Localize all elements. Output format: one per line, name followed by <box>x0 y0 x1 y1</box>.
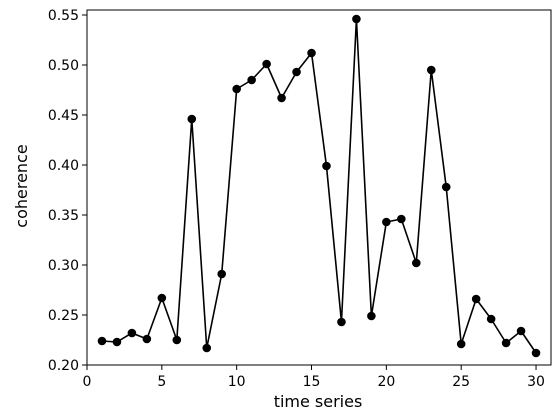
y-axis-label: coherence <box>12 144 31 227</box>
data-point <box>97 336 107 346</box>
data-point <box>426 65 436 75</box>
data-point <box>202 343 212 353</box>
x-tick-label: 25 <box>452 374 470 390</box>
data-point <box>142 334 152 344</box>
data-point <box>172 335 182 345</box>
data-point <box>456 339 466 349</box>
axes: 0 5 10 15 20 25 30 0.20 0.25 0.30 0.35 0.40 0.45 0.50… <box>48 8 552 390</box>
data-point <box>232 84 241 94</box>
data-point <box>441 182 451 192</box>
y-tick-label: 0.25 <box>48 308 79 324</box>
y-tick-label: 0.45 <box>48 108 79 124</box>
data-point <box>367 311 376 321</box>
y-tick-label: 0.30 <box>48 258 79 274</box>
data-point <box>292 67 301 77</box>
y-tick-label: 0.50 <box>48 58 79 74</box>
data-point <box>217 269 227 279</box>
x-tick-label: 0 <box>83 374 92 390</box>
data-point <box>411 258 421 268</box>
data-point <box>352 14 361 24</box>
data-point <box>531 348 541 358</box>
data-point <box>157 293 167 303</box>
x-tick-label: 30 <box>527 374 545 390</box>
y-tick-label: 0.35 <box>48 208 79 224</box>
x-tick-label: 5 <box>157 374 166 390</box>
x-tick-label: 20 <box>377 374 395 390</box>
data-point <box>127 328 137 338</box>
y-tick-label: 0.40 <box>48 158 79 174</box>
data-point <box>112 337 122 347</box>
data-point <box>501 338 511 348</box>
data-point <box>247 75 256 85</box>
y-tick-label: 0.20 <box>48 358 79 374</box>
plot-frame <box>86 9 552 366</box>
data-point <box>486 314 496 324</box>
x-tick-label: 15 <box>303 374 321 390</box>
data-point <box>262 59 271 69</box>
data-point <box>307 48 316 58</box>
plot-area <box>97 14 541 358</box>
series-line <box>101 18 537 354</box>
data-point <box>382 217 391 227</box>
x-axis-label: time series <box>274 392 363 411</box>
data-point <box>516 326 526 336</box>
data-point <box>187 114 197 124</box>
data-point <box>471 294 481 304</box>
data-point <box>397 214 406 224</box>
y-tick-label: 0.55 <box>48 8 79 24</box>
data-point <box>277 93 286 103</box>
x-tick-label: 10 <box>228 374 246 390</box>
data-point <box>322 161 331 171</box>
data-point <box>337 317 346 327</box>
